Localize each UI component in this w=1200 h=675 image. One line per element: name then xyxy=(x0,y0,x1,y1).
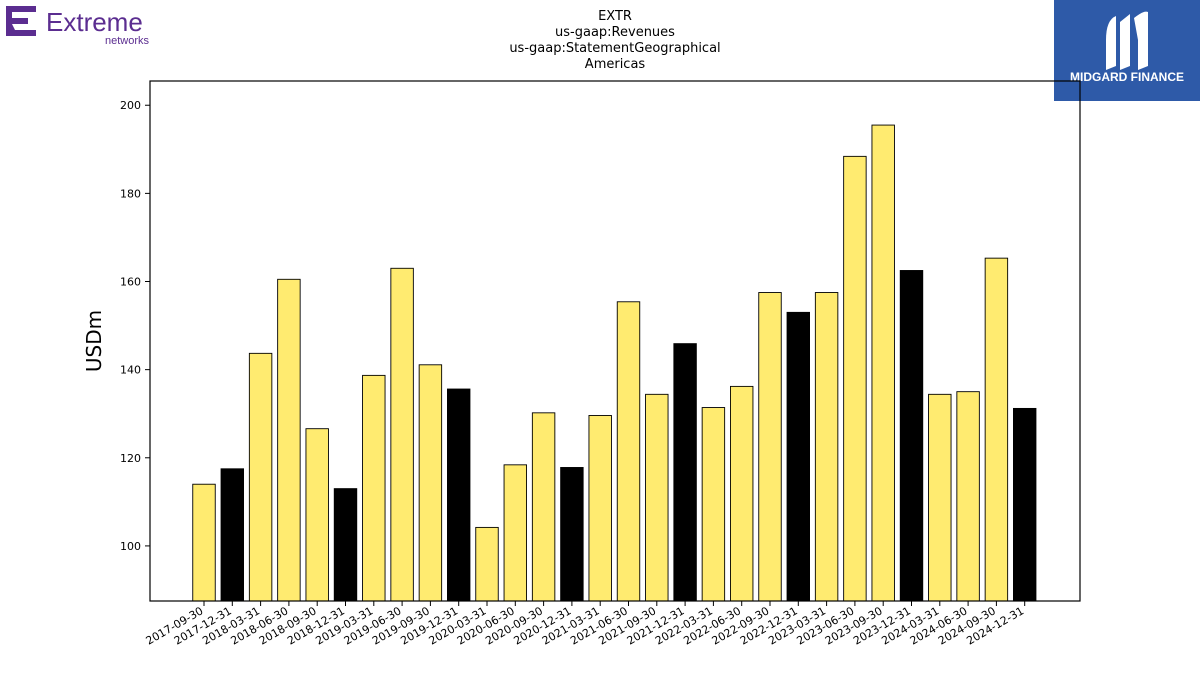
bar xyxy=(475,526,499,602)
bar xyxy=(616,301,641,602)
plot-frame xyxy=(149,80,1081,602)
midgard-logo-graphic: MIDGARD FINANCE xyxy=(1054,0,1200,101)
bar xyxy=(333,488,358,602)
bar xyxy=(560,467,584,602)
logo-wordmark: MIDGARD FINANCE xyxy=(1070,70,1184,84)
bar xyxy=(928,393,952,602)
midgard-mark-icon xyxy=(1106,11,1148,71)
bar xyxy=(956,391,980,602)
bar xyxy=(418,364,443,602)
logo-wordmark: Extreme xyxy=(46,7,143,37)
y-axis-label: USDm xyxy=(82,310,106,372)
chart-title: EXTRus-gaap:Revenuesus-gaap:StatementGeo… xyxy=(509,9,720,72)
bar xyxy=(645,393,669,602)
bar xyxy=(503,464,527,602)
chart-title-line: EXTR xyxy=(598,9,632,24)
midgard-finance-logo: MIDGARD FINANCE xyxy=(1054,0,1200,101)
logo-subword: networks xyxy=(105,35,150,47)
bar xyxy=(390,267,414,602)
bar xyxy=(588,415,612,602)
bar xyxy=(531,412,556,602)
bar xyxy=(362,374,386,602)
bar xyxy=(814,292,839,602)
bar xyxy=(871,124,895,602)
y-axis: 100 120 140 160 180 200 xyxy=(120,99,150,553)
bars xyxy=(192,124,1037,602)
bar xyxy=(447,388,471,602)
bar xyxy=(220,468,245,602)
y-tick-label: 160 xyxy=(120,276,141,289)
chart-title-line: Americas xyxy=(585,57,646,72)
extreme-logo-graphic: Extreme networks xyxy=(6,6,150,47)
x-axis: 2017-09-302017-12-312018-03-312018-06-30… xyxy=(144,601,1026,648)
chart-title-line: us-gaap:StatementGeographical xyxy=(509,41,720,56)
y-tick-label: 140 xyxy=(120,364,141,377)
y-tick-label: 200 xyxy=(120,99,141,112)
extreme-e-icon xyxy=(6,6,36,36)
bar xyxy=(984,257,1009,602)
bar xyxy=(673,343,697,602)
bar xyxy=(701,407,726,602)
y-tick-label: 100 xyxy=(120,540,141,553)
bar xyxy=(277,278,301,602)
bar xyxy=(1013,407,1037,602)
bar xyxy=(248,352,273,602)
y-tick-label: 120 xyxy=(120,452,141,465)
bar xyxy=(305,428,329,602)
chart-title-line: us-gaap:Revenues xyxy=(555,25,675,40)
bar xyxy=(192,483,216,602)
extreme-networks-logo: Extreme networks xyxy=(4,4,174,48)
bar xyxy=(899,270,924,602)
y-tick-label: 180 xyxy=(120,187,141,200)
bar xyxy=(786,311,810,602)
bar xyxy=(843,155,867,602)
bar xyxy=(758,292,782,602)
bar xyxy=(730,385,754,602)
